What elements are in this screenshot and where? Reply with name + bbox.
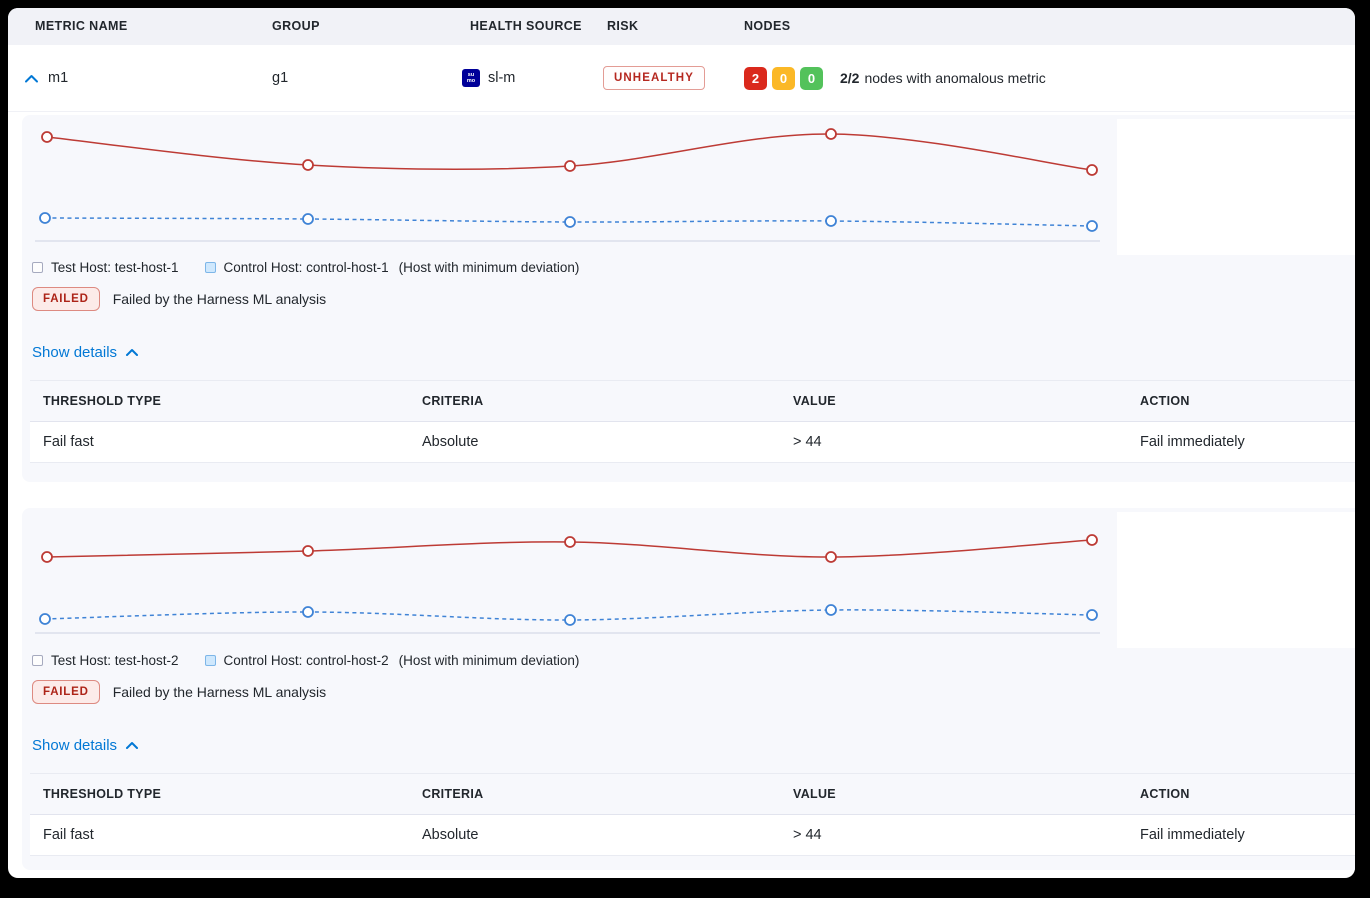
table-column-header-row: METRIC NAME GROUP HEALTH SOURCE RISK NOD… (8, 8, 1355, 45)
host-analysis-card-1: Test Host: test-host-1 Control Host: con… (22, 115, 1355, 482)
analysis-status-line: FAILED Failed by the Harness ML analysis (32, 680, 326, 704)
chevron-up-icon (117, 737, 139, 754)
nodes-cell: 2 0 0 2/2 nodes with anomalous metric (744, 45, 1046, 111)
chevron-up-icon (117, 344, 139, 361)
column-header-risk: RISK (607, 19, 639, 33)
th-threshold-type: THRESHOLD TYPE (30, 773, 422, 815)
control-host-swatch-icon (204, 655, 216, 666)
healthy-nodes-count-badge[interactable]: 0 (800, 66, 823, 90)
failed-status-badge: FAILED (32, 287, 100, 311)
show-details-label: Show details (32, 344, 118, 361)
metric-row[interactable]: m1 g1 su mo sl-m UNHEALTHY 2 0 0 2/2 node… (8, 45, 1355, 112)
analysis-status-line: FAILED Failed by the Harness ML analysis (32, 287, 326, 311)
sumo-logic-icon-line1: su (467, 72, 475, 78)
legend-item-test-host[interactable]: Test Host: test-host-1 (32, 260, 179, 275)
legend-item-control-host[interactable]: Control Host: control-host-2 (204, 653, 389, 668)
timeseries-chart-host-2[interactable] (22, 508, 1100, 648)
warning-nodes-count-badge[interactable]: 0 (772, 66, 795, 90)
cell-value: > 44 (793, 421, 1140, 463)
legend-item-test-host[interactable]: Test Host: test-host-2 (32, 653, 179, 668)
analysis-status-message: Failed by the Harness ML analysis (112, 684, 327, 700)
sumo-logic-icon: su mo (462, 69, 480, 87)
legend-control-host-label: Control Host: control-host-1 (223, 260, 389, 275)
test-host-swatch-icon (32, 262, 43, 273)
legend-minimum-deviation-note: (Host with minimum deviation) (398, 653, 580, 668)
legend-item-control-host[interactable]: Control Host: control-host-1 (204, 260, 389, 275)
show-details-label: Show details (32, 737, 118, 754)
cell-action: Fail immediately (1140, 814, 1355, 856)
th-threshold-type: THRESHOLD TYPE (30, 380, 422, 422)
collapse-metric-row-button[interactable] (24, 71, 39, 86)
nodes-summary-text: 2/2 nodes with anomalous metric (840, 70, 1046, 86)
column-header-health-source: HEALTH SOURCE (470, 19, 582, 33)
sumo-logic-icon-line2: mo (466, 78, 476, 84)
chart-side-panel (1117, 512, 1355, 648)
threshold-details-table: THRESHOLD TYPE CRITERIA VALUE ACTION Fai… (30, 773, 1355, 856)
threshold-details-table: THRESHOLD TYPE CRITERIA VALUE ACTION Fai… (30, 380, 1355, 463)
chevron-up-icon (24, 71, 39, 86)
analysis-status-message: Failed by the Harness ML analysis (112, 291, 327, 307)
column-header-group: GROUP (272, 19, 320, 33)
chart-side-panel (1117, 119, 1355, 255)
failed-status-badge: FAILED (32, 680, 100, 704)
threshold-table-header-row: THRESHOLD TYPE CRITERIA VALUE ACTION (30, 380, 1355, 422)
nodes-ratio: 2/2 (840, 70, 860, 86)
th-criteria: CRITERIA (422, 380, 793, 422)
threshold-table-row: Fail fast Absolute > 44 Fail immediately (30, 421, 1355, 463)
th-value: VALUE (793, 380, 1140, 422)
cell-threshold-type: Fail fast (30, 421, 422, 463)
legend-test-host-label: Test Host: test-host-1 (51, 260, 179, 275)
cell-threshold-type: Fail fast (30, 814, 422, 856)
health-source-value: sl-m (488, 70, 516, 86)
legend-test-host-label: Test Host: test-host-2 (51, 653, 179, 668)
verification-metrics-panel: METRIC NAME GROUP HEALTH SOURCE RISK NOD… (8, 8, 1355, 878)
legend-control-host-label: Control Host: control-host-2 (223, 653, 389, 668)
column-header-nodes: NODES (744, 19, 791, 33)
th-action: ACTION (1140, 380, 1355, 422)
th-value: VALUE (793, 773, 1140, 815)
nodes-summary-label: nodes with anomalous metric (864, 70, 1046, 86)
test-host-swatch-icon (32, 655, 43, 666)
threshold-table-header-row: THRESHOLD TYPE CRITERIA VALUE ACTION (30, 773, 1355, 815)
cell-action: Fail immediately (1140, 421, 1355, 463)
cell-criteria: Absolute (422, 421, 793, 463)
timeseries-chart-host-1[interactable] (22, 115, 1100, 255)
th-action: ACTION (1140, 773, 1355, 815)
column-header-metric-name: METRIC NAME (35, 19, 128, 33)
health-source-cell: su mo sl-m (462, 45, 515, 111)
show-details-toggle[interactable]: Show details (32, 737, 139, 754)
cell-criteria: Absolute (422, 814, 793, 856)
cell-value: > 44 (793, 814, 1140, 856)
threshold-table-row: Fail fast Absolute > 44 Fail immediately (30, 814, 1355, 856)
show-details-toggle[interactable]: Show details (32, 344, 139, 361)
control-host-swatch-icon (204, 262, 216, 273)
anomalous-nodes-count-badge[interactable]: 2 (744, 66, 767, 90)
th-criteria: CRITERIA (422, 773, 793, 815)
risk-status-badge: UNHEALTHY (603, 66, 705, 90)
legend-minimum-deviation-note: (Host with minimum deviation) (398, 260, 580, 275)
chart-legend: Test Host: test-host-1 Control Host: con… (32, 260, 579, 275)
metric-name-value: m1 (48, 70, 69, 86)
metric-group-value: g1 (272, 70, 289, 86)
host-analysis-card-2: Test Host: test-host-2 Control Host: con… (22, 508, 1355, 870)
chart-legend: Test Host: test-host-2 Control Host: con… (32, 653, 579, 668)
